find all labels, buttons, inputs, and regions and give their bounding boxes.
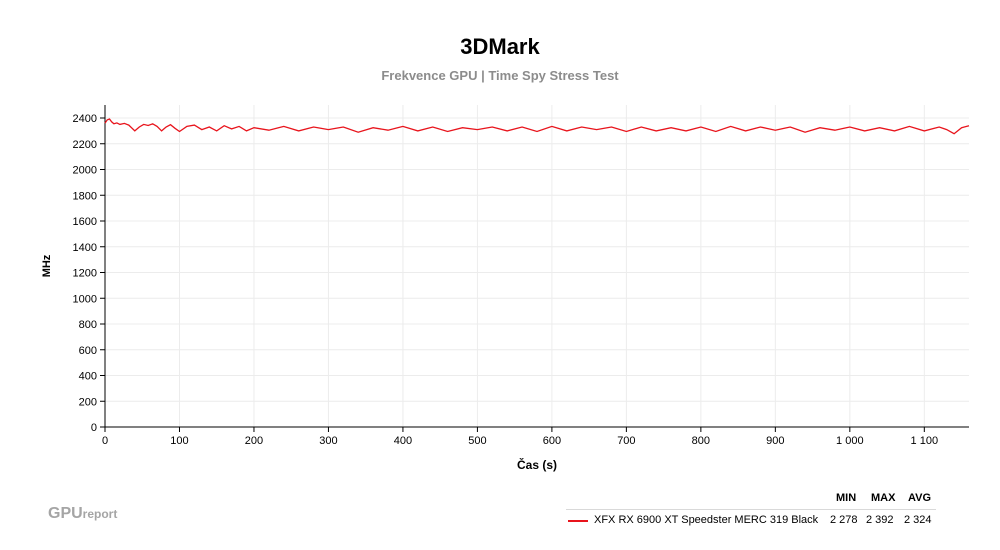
stats-avg-value: 2 324 [904,514,932,526]
stats-header: MIN MAX AVG [566,492,936,508]
chart-title: 3DMark [460,34,540,59]
grid [105,105,969,427]
legend-series-name: XFX RX 6900 XT Speedster MERC 319 Black [594,514,819,526]
y-tick-label: 0 [91,422,97,434]
x-tick-label: 300 [319,435,337,447]
y-tick-label: 400 [79,371,97,383]
stats-row: XFX RX 6900 XT Speedster MERC 319 Black … [566,514,936,528]
stats-table: MIN MAX AVG XFX RX 6900 XT Speedster MER… [566,492,936,526]
y-tick-label: 800 [79,319,97,331]
logo-gpu-text: GPU [48,505,83,522]
x-tick-label: 0 [102,435,108,447]
axis-ticks: 0200400600800100012001400160018002000220… [73,113,939,447]
gpureport-logo: GPUreport [48,505,117,523]
y-tick-label: 1600 [73,216,97,228]
x-axis-label: Čas (s) [517,457,557,472]
x-tick-label: 200 [245,435,263,447]
y-tick-label: 1400 [73,242,97,254]
chart-subtitle: Frekvence GPU | Time Spy Stress Test [381,68,619,83]
x-tick-label: 800 [692,435,710,447]
logo-report-text: report [82,507,118,521]
x-tick-label: 600 [543,435,561,447]
y-tick-label: 200 [79,396,97,408]
y-axis-label: MHz [41,254,53,277]
stats-header-avg: AVG [908,492,932,504]
x-tick-label: 900 [766,435,784,447]
series-line [104,118,970,135]
x-tick-label: 1 100 [911,435,939,447]
y-tick-label: 2000 [73,165,97,177]
stats-header-min: MIN [836,492,857,504]
y-tick-label: 1800 [73,190,97,202]
y-tick-label: 2400 [73,113,97,125]
x-tick-label: 100 [170,435,188,447]
stats-max-value: 2 392 [866,514,894,526]
series-layer [104,118,970,135]
x-tick-label: 700 [617,435,635,447]
legend-swatch [568,520,588,522]
x-tick-label: 400 [394,435,412,447]
x-tick-label: 1 000 [836,435,864,447]
y-tick-label: 1000 [73,293,97,305]
y-tick-label: 2200 [73,139,97,151]
x-tick-label: 500 [468,435,486,447]
stats-min-value: 2 278 [830,514,858,526]
stats-divider [566,509,936,510]
y-tick-label: 600 [79,345,97,357]
stats-header-max: MAX [871,492,896,504]
y-tick-label: 1200 [73,268,97,280]
